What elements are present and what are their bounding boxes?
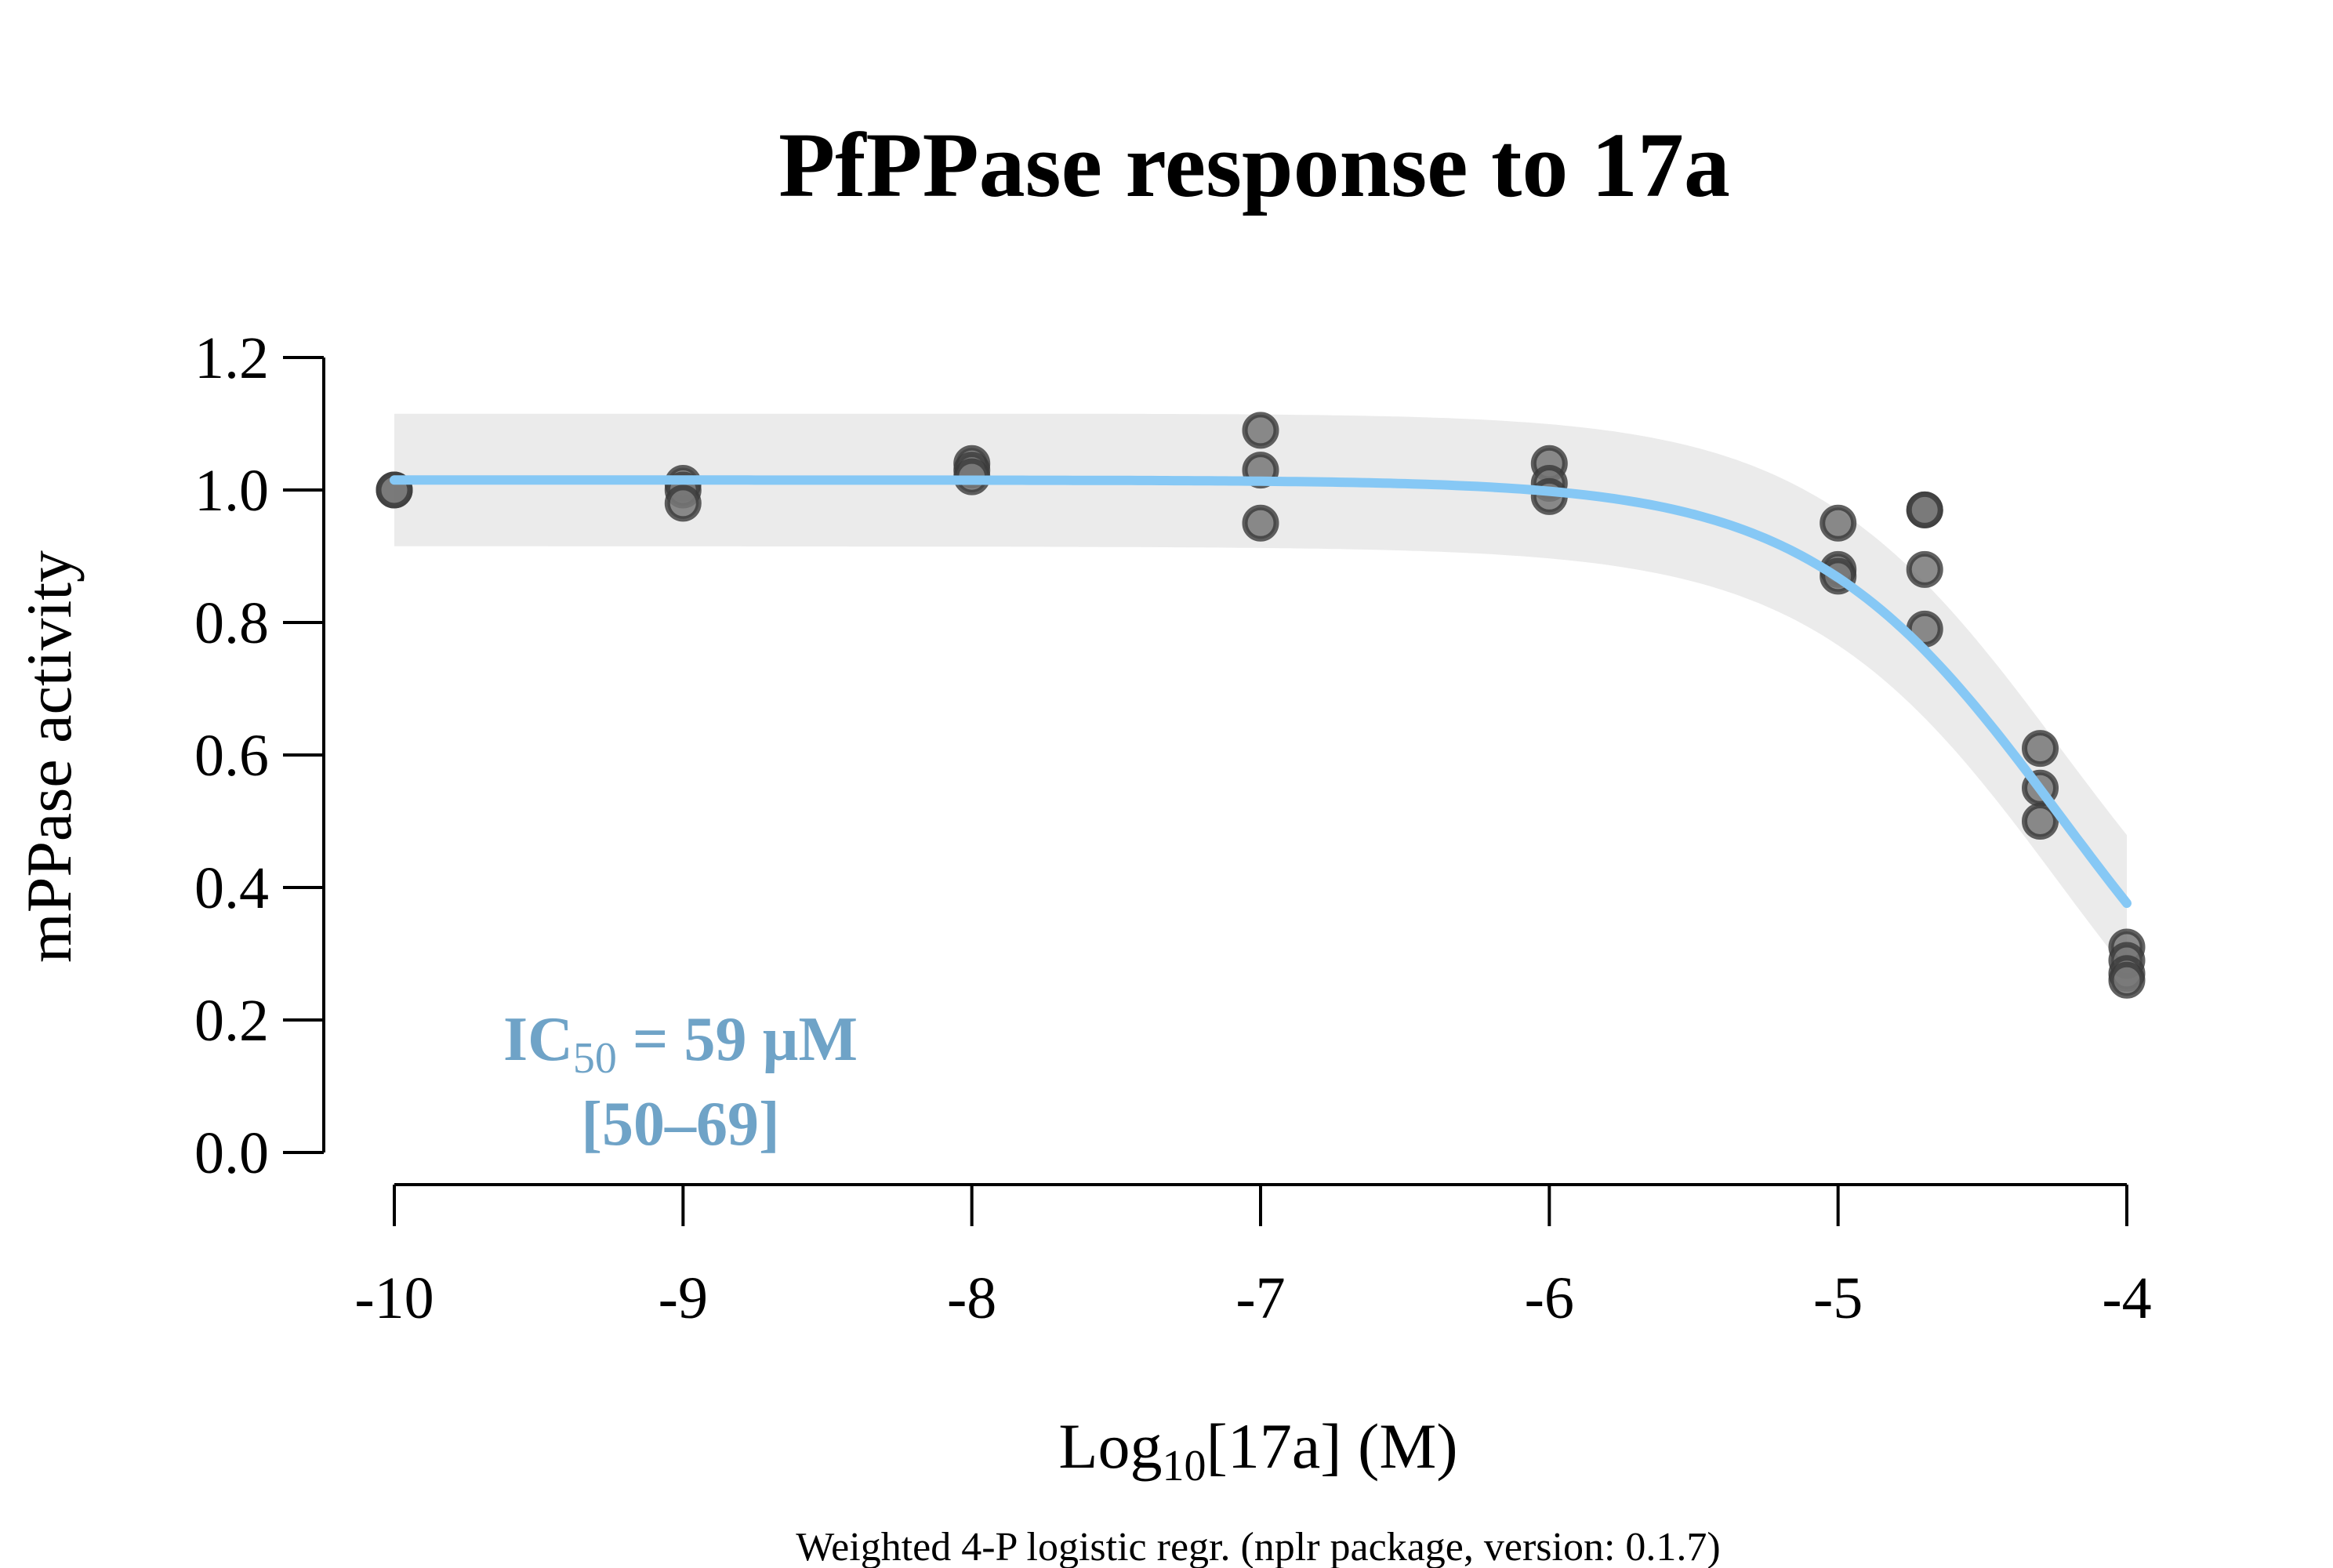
fit-curve [390,475,2132,909]
y-tick-label: 0.0 [194,1120,269,1186]
confidence-band [394,413,2127,972]
x-axis: -10 -9 -8 -7 -6 -5 -4 [354,1183,2152,1331]
y-axis-label: mPPase activity [13,550,85,963]
chart-title: PfPPase response to 17a [778,114,1730,216]
confidence-band-area [394,413,2127,972]
y-tick-label: 0.2 [194,988,269,1054]
x-tick-label: -7 [1235,1265,1285,1331]
y-axis: 0.0 0.2 0.4 0.6 0.8 1.0 1.2 [194,325,325,1186]
x-tick-label: -9 [659,1265,708,1331]
data-point [2022,730,2059,768]
data-point [1906,550,1943,588]
data-point [664,485,702,522]
fit-curve-layer [390,475,2132,909]
footer-note: Weighted 4-P logistic regr. (nplr packag… [796,1525,1720,1568]
ic50-label: IC50 = 59 µM [503,1005,858,1083]
y-tick-label: 0.4 [194,855,269,921]
y-tick-label: 1.0 [194,458,269,524]
data-point [1906,491,1943,528]
x-tick-label: -10 [354,1265,434,1331]
data-point [1242,412,1279,449]
y-tick-label: 0.6 [194,723,269,789]
data-point [1242,504,1279,542]
x-axis-label: Log10[17a] (M) [1058,1410,1457,1490]
y-tick-label: 0.8 [194,590,269,656]
y-tick-label: 1.2 [194,325,269,391]
x-tick-label: -4 [2102,1265,2151,1331]
ic50-confidence-interval: [50–69] [581,1090,779,1159]
data-point [2022,803,2059,840]
x-tick-label: -6 [1525,1265,1574,1331]
x-tick-label: -8 [947,1265,996,1331]
x-tick-label: -5 [1813,1265,1863,1331]
data-point [1820,504,1857,542]
data-point [2108,961,2146,999]
